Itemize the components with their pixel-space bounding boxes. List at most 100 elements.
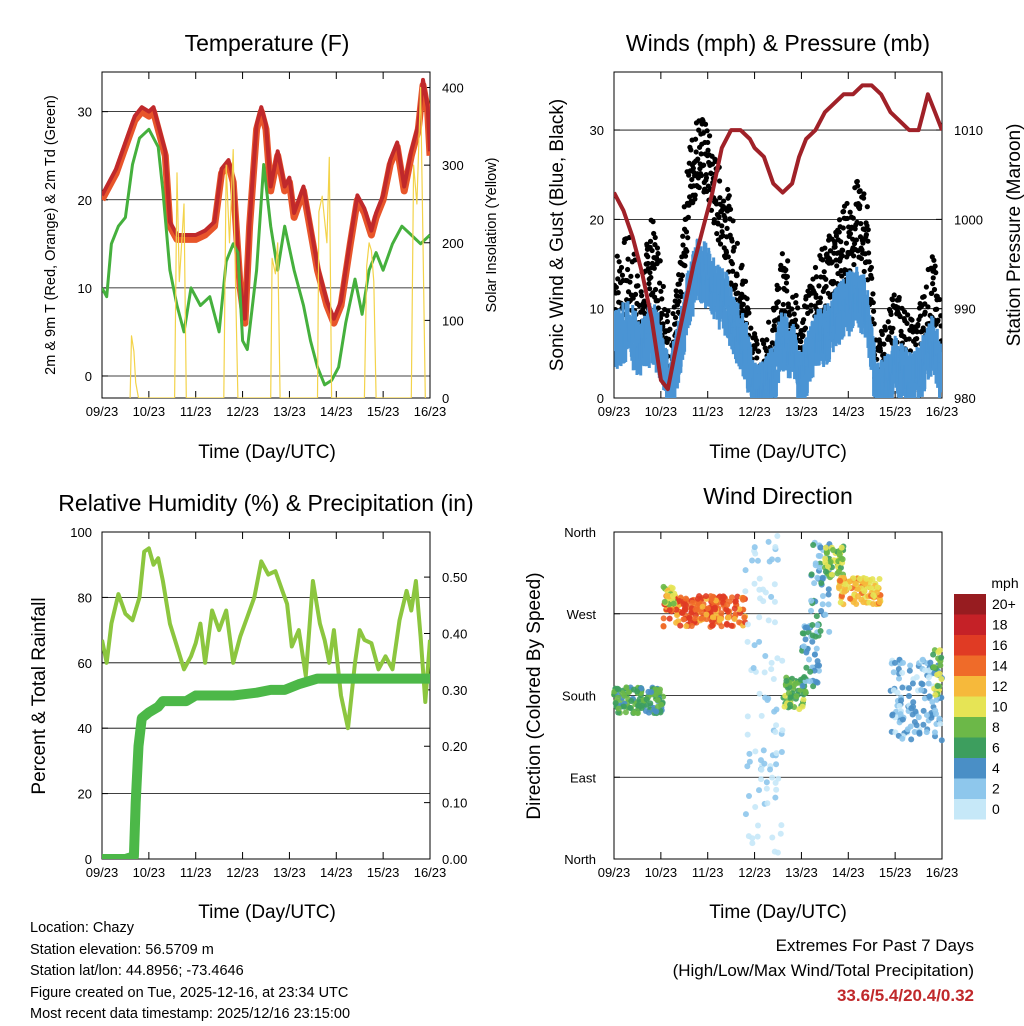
gust-point xyxy=(861,191,867,197)
direction-point xyxy=(627,704,634,711)
colorbar-label: 12 xyxy=(992,678,1008,694)
colorbar-label: 2 xyxy=(992,781,1000,797)
gust-point xyxy=(922,309,928,315)
gust-point xyxy=(658,288,664,294)
x-tick-label: 09/23 xyxy=(86,865,119,880)
gust-point xyxy=(648,274,654,281)
direction-point xyxy=(756,575,763,582)
direction-point xyxy=(669,585,676,592)
direction-point xyxy=(740,594,747,601)
y-tick-label: 60 xyxy=(78,656,92,671)
direction-point xyxy=(676,597,683,604)
direction-point xyxy=(819,593,826,600)
direction-point xyxy=(773,722,780,729)
direction-point xyxy=(818,579,825,586)
direction-point xyxy=(763,785,770,792)
y-tick-label: 20 xyxy=(78,787,92,802)
gust-point xyxy=(786,312,793,318)
direction-point xyxy=(724,601,731,608)
direction-point xyxy=(930,664,937,671)
gust-point xyxy=(740,301,746,307)
direction-point xyxy=(669,592,676,599)
gust-point xyxy=(789,306,795,312)
direction-point xyxy=(921,695,928,702)
relative-humidity-series xyxy=(102,546,430,731)
gust-point xyxy=(866,259,872,265)
direction-point xyxy=(825,601,832,608)
direction-point xyxy=(736,606,743,613)
direction-point xyxy=(915,714,922,721)
y2-tick-label: 990 xyxy=(954,302,976,317)
direction-point xyxy=(927,659,934,666)
colorbar-box xyxy=(954,655,986,676)
direction-point xyxy=(752,803,759,810)
gust-point xyxy=(742,278,749,284)
winds-title: Winds (mph) & Pressure (mb) xyxy=(626,30,930,56)
gust-point xyxy=(714,230,720,237)
direction-point xyxy=(817,544,824,551)
gust-point xyxy=(909,317,915,323)
gust-point xyxy=(630,295,636,301)
direction-point xyxy=(907,662,914,669)
colorbar-label: 6 xyxy=(992,740,1000,756)
gust-point xyxy=(865,277,871,283)
direction-point xyxy=(623,684,630,691)
direction-point xyxy=(817,627,824,634)
direction-point xyxy=(819,601,826,608)
gust-point xyxy=(756,348,762,354)
direction-point xyxy=(896,675,903,682)
winds-panel: Winds (mph) & Pressure (mb) Sonic Wind &… xyxy=(547,30,1024,463)
y-tick-label: East xyxy=(570,770,596,785)
direction-point xyxy=(805,629,812,636)
direction-point xyxy=(895,666,902,673)
gust-point xyxy=(901,309,908,315)
colorbar-label: 16 xyxy=(992,637,1008,653)
gust-point xyxy=(708,207,715,213)
gust-point xyxy=(913,342,919,348)
gust-point xyxy=(931,286,938,293)
direction-point xyxy=(822,611,829,618)
direction-point xyxy=(822,544,829,551)
gust-point xyxy=(615,290,621,296)
gust-point xyxy=(843,240,850,246)
gust-point xyxy=(655,305,661,311)
gust-point xyxy=(857,188,863,194)
colorbar-box xyxy=(954,778,986,799)
direction-point xyxy=(934,683,941,690)
direction-point xyxy=(720,594,727,601)
direction-point xyxy=(768,593,775,600)
gust-point xyxy=(863,232,870,238)
direction-point xyxy=(908,705,915,712)
gust-point xyxy=(692,136,699,142)
gust-point xyxy=(748,325,754,331)
y2-tick-label: 0.20 xyxy=(442,739,467,754)
gust-point xyxy=(844,215,850,222)
gust-point xyxy=(817,295,824,301)
direction-point xyxy=(811,651,818,658)
direction-point xyxy=(686,615,693,622)
gust-point xyxy=(666,336,672,342)
y-tick-label: 0 xyxy=(85,369,92,384)
colorbar-box xyxy=(954,737,986,758)
x-tick-label: 16/23 xyxy=(926,404,959,419)
y-tick-label: 30 xyxy=(590,123,604,138)
elevation-text: Station elevation: 56.5709 m xyxy=(30,941,214,958)
direction-point xyxy=(718,610,725,617)
direction-point xyxy=(931,729,938,736)
gust-point xyxy=(652,286,659,293)
x-tick-label: 12/23 xyxy=(738,865,771,880)
extremes-title: Extremes For Past 7 Days xyxy=(775,936,974,955)
gust-point xyxy=(730,218,736,224)
gust-point xyxy=(692,196,698,202)
direction-point xyxy=(842,581,849,588)
gust-point xyxy=(703,175,710,181)
direction-point xyxy=(811,580,818,587)
gust-point xyxy=(784,274,790,280)
direction-ylabel-left: Direction (Colored By Speed) xyxy=(524,572,545,819)
gust-point xyxy=(836,217,843,223)
direction-point xyxy=(815,667,822,674)
direction-point xyxy=(628,697,635,704)
gust-point xyxy=(725,186,731,193)
direction-point xyxy=(767,766,774,773)
gust-point xyxy=(871,321,877,327)
